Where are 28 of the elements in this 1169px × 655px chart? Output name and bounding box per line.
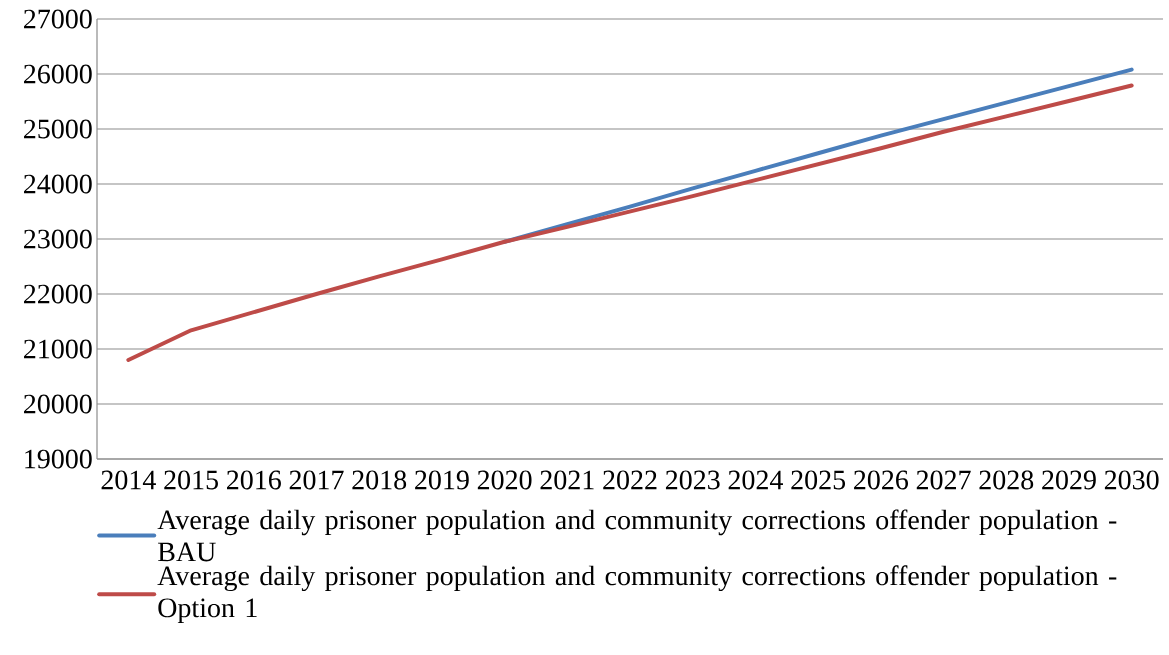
y-tick-label: 27000 — [24, 9, 92, 29]
y-tick-label: 24000 — [24, 174, 92, 194]
x-tick-label: 2030 — [1104, 470, 1159, 490]
x-tick-label: 2022 — [603, 470, 657, 490]
x-tick-label: 2017 — [289, 470, 344, 490]
x-tick-label: 2019 — [415, 470, 469, 490]
y-tick-label: 25000 — [24, 119, 92, 139]
x-tick-label: 2016 — [227, 470, 281, 490]
y-tick-label: 23000 — [24, 229, 92, 249]
x-tick-label: 2018 — [352, 470, 407, 490]
y-tick-label: 19000 — [25, 449, 92, 469]
x-tick-label: 2015 — [164, 470, 218, 490]
x-tick-label: 2023 — [665, 470, 720, 490]
x-tick-label: 2020 — [477, 470, 532, 490]
x-tick-label: 2029 — [1042, 470, 1096, 490]
y-tick-label: 26000 — [24, 64, 92, 84]
legend-label: Average daily prisoner population and community corrections offender population - BAU — [157, 509, 1117, 562]
y-tick-label: 21000 — [24, 339, 92, 359]
x-tick-label: 2026 — [854, 470, 908, 490]
legend-label: Average daily prisoner population and community corrections offender population - Option 1 — [157, 565, 1117, 624]
y-tick-label: 20000 — [24, 394, 92, 414]
x-tick-label: 2021 — [540, 470, 594, 490]
x-tick-label: 2014 — [101, 470, 156, 490]
x-tick-label: 2027 — [916, 470, 971, 490]
x-tick-label: 2024 — [728, 470, 783, 490]
y-tick-label: 22000 — [24, 284, 92, 304]
x-tick-label: 2025 — [791, 470, 846, 490]
x-tick-label: 2028 — [979, 470, 1034, 490]
